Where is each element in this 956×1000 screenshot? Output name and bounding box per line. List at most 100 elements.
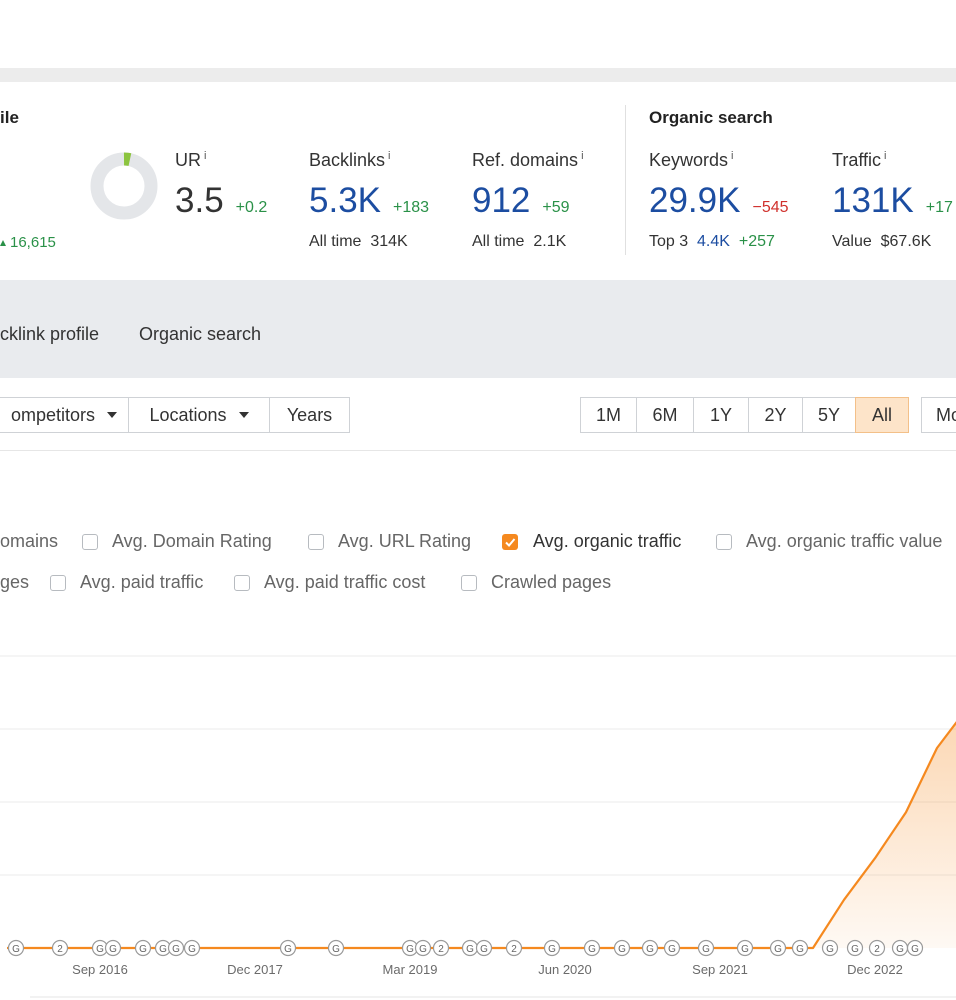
- range-button[interactable]: 6M: [636, 397, 694, 433]
- metric-sub: All time 314K: [309, 233, 408, 251]
- sub-label: Top 3: [649, 233, 689, 250]
- checkbox[interactable]: Crawled pages: [461, 572, 611, 593]
- info: i: [731, 150, 734, 162]
- label: omains: [0, 531, 59, 551]
- annotation-label: G: [774, 944, 782, 955]
- annotation-marker: [7, 939, 25, 957]
- range-button[interactable]: 1Y: [693, 397, 749, 433]
- annotation-marker: [505, 939, 523, 957]
- label: UR: [175, 150, 201, 170]
- annotation-label: G: [12, 944, 20, 955]
- top-bar: [0, 68, 956, 82]
- annotation-marker: [583, 939, 601, 957]
- metric-change: +0.2: [235, 199, 268, 216]
- range-button[interactable]: 5Y: [802, 397, 856, 433]
- annotation-label: G: [406, 944, 414, 955]
- sub-value: $67.6K: [880, 233, 932, 250]
- annotation-label: G: [796, 944, 804, 955]
- range-button[interactable]: 1M: [580, 397, 637, 433]
- checkbox[interactable]: Avg. paid traffic: [50, 572, 203, 593]
- info: i: [388, 150, 391, 162]
- legend-label: Avg. organic traffic: [533, 531, 682, 551]
- metric-sub: Top 3 4.4K +257: [649, 233, 775, 251]
- annotation-marker: [697, 939, 715, 957]
- filter-button[interactable]: Years: [269, 397, 350, 433]
- metric-change: +183: [393, 199, 430, 216]
- annotation-marker: [769, 939, 787, 957]
- annotation-label: G: [96, 944, 104, 955]
- sub-label: All time: [472, 233, 525, 250]
- metric-label: Keywords i: [649, 150, 733, 171]
- checkbox[interactable]: Avg. organic traffic value: [716, 531, 942, 552]
- metric-change: +59: [542, 199, 570, 216]
- tab[interactable]: Organic search: [139, 324, 262, 344]
- info: i: [884, 150, 887, 162]
- tab[interactable]: cklink profile: [0, 324, 100, 344]
- annotation-label: G: [466, 944, 474, 955]
- metric-change: −545: [752, 199, 789, 216]
- checkbox-label[interactable]: ges: [0, 572, 29, 593]
- metric-label: Traffic i: [832, 150, 886, 171]
- annotation-label: G: [646, 944, 654, 955]
- metric-value-row: 912 +59: [472, 181, 570, 221]
- annotation-marker: [821, 939, 839, 957]
- label: Keywords: [649, 150, 729, 170]
- donut-arc: [123, 152, 132, 166]
- annotation-marker: [167, 939, 185, 957]
- divider: [625, 105, 626, 255]
- annotation-label: G: [480, 944, 488, 955]
- label: Crawled pages: [491, 572, 612, 592]
- annotation-marker: [868, 939, 886, 957]
- area: [7, 722, 956, 948]
- annotation-label: G: [741, 944, 749, 955]
- checkbox[interactable]: Avg. Domain Rating: [82, 531, 272, 552]
- ur-donut: [90, 152, 158, 220]
- sub-label: Value: [832, 233, 872, 250]
- annotation-marker: [846, 939, 864, 957]
- metric-sub: Value $67.6K: [832, 233, 931, 251]
- sub-change: +257: [738, 233, 775, 250]
- checkbox-label[interactable]: omains: [0, 531, 58, 552]
- annotation-marker: [663, 939, 681, 957]
- checkbox[interactable]: Avg. organic traffic: [502, 531, 681, 552]
- annotation-marker: [279, 939, 297, 957]
- range-button[interactable]: All: [855, 397, 909, 433]
- filter-button[interactable]: ompetitors: [0, 397, 129, 433]
- metric-label: Backlinks i: [309, 150, 390, 171]
- metric-value: 5.3K: [309, 181, 381, 220]
- annotation-label: G: [851, 944, 859, 955]
- annotation-marker: [791, 939, 809, 957]
- annotation-label: G: [284, 944, 292, 955]
- section-title: ile: [0, 108, 19, 127]
- x-tick-label: Mar 2019: [383, 962, 438, 977]
- box: [716, 533, 732, 550]
- metric-value-row: 5.3K +183: [309, 181, 429, 221]
- range-button[interactable]: 2Y: [748, 397, 803, 433]
- annotation-label: G: [109, 944, 117, 955]
- annotation-marker: [432, 939, 450, 957]
- annotation-label: G: [911, 944, 919, 955]
- x-tick-label: Dec 2017: [227, 962, 283, 977]
- x-tick-label: Sep 2021: [692, 962, 748, 977]
- divider: [0, 450, 956, 451]
- metric-value: 29.9K: [649, 181, 741, 220]
- annotation-marker: [736, 939, 754, 957]
- dr-change: 16,615: [10, 234, 56, 251]
- annotation-label: G: [188, 944, 196, 955]
- checkbox[interactable]: Avg. URL Rating: [308, 531, 471, 552]
- donut-track: [90, 152, 158, 220]
- sub-value: 314K: [370, 233, 408, 250]
- annotation-marker: [327, 939, 345, 957]
- checkbox[interactable]: Avg. paid traffic cost: [234, 572, 425, 593]
- range-button[interactable]: Mo: [921, 397, 956, 433]
- annotation-marker: [641, 939, 659, 957]
- annotation-label: G: [588, 944, 596, 955]
- caret: [238, 412, 249, 418]
- filter-button[interactable]: Locations: [128, 397, 270, 433]
- label: Backlinks: [309, 150, 386, 170]
- filter-label: Locations: [149, 404, 227, 425]
- up-arrow: [0, 239, 6, 246]
- metric-value-row: 3.5 +0.2: [175, 181, 267, 221]
- metric-label: UR i: [175, 150, 206, 171]
- filter-group: ompetitors Locations Years: [0, 397, 350, 433]
